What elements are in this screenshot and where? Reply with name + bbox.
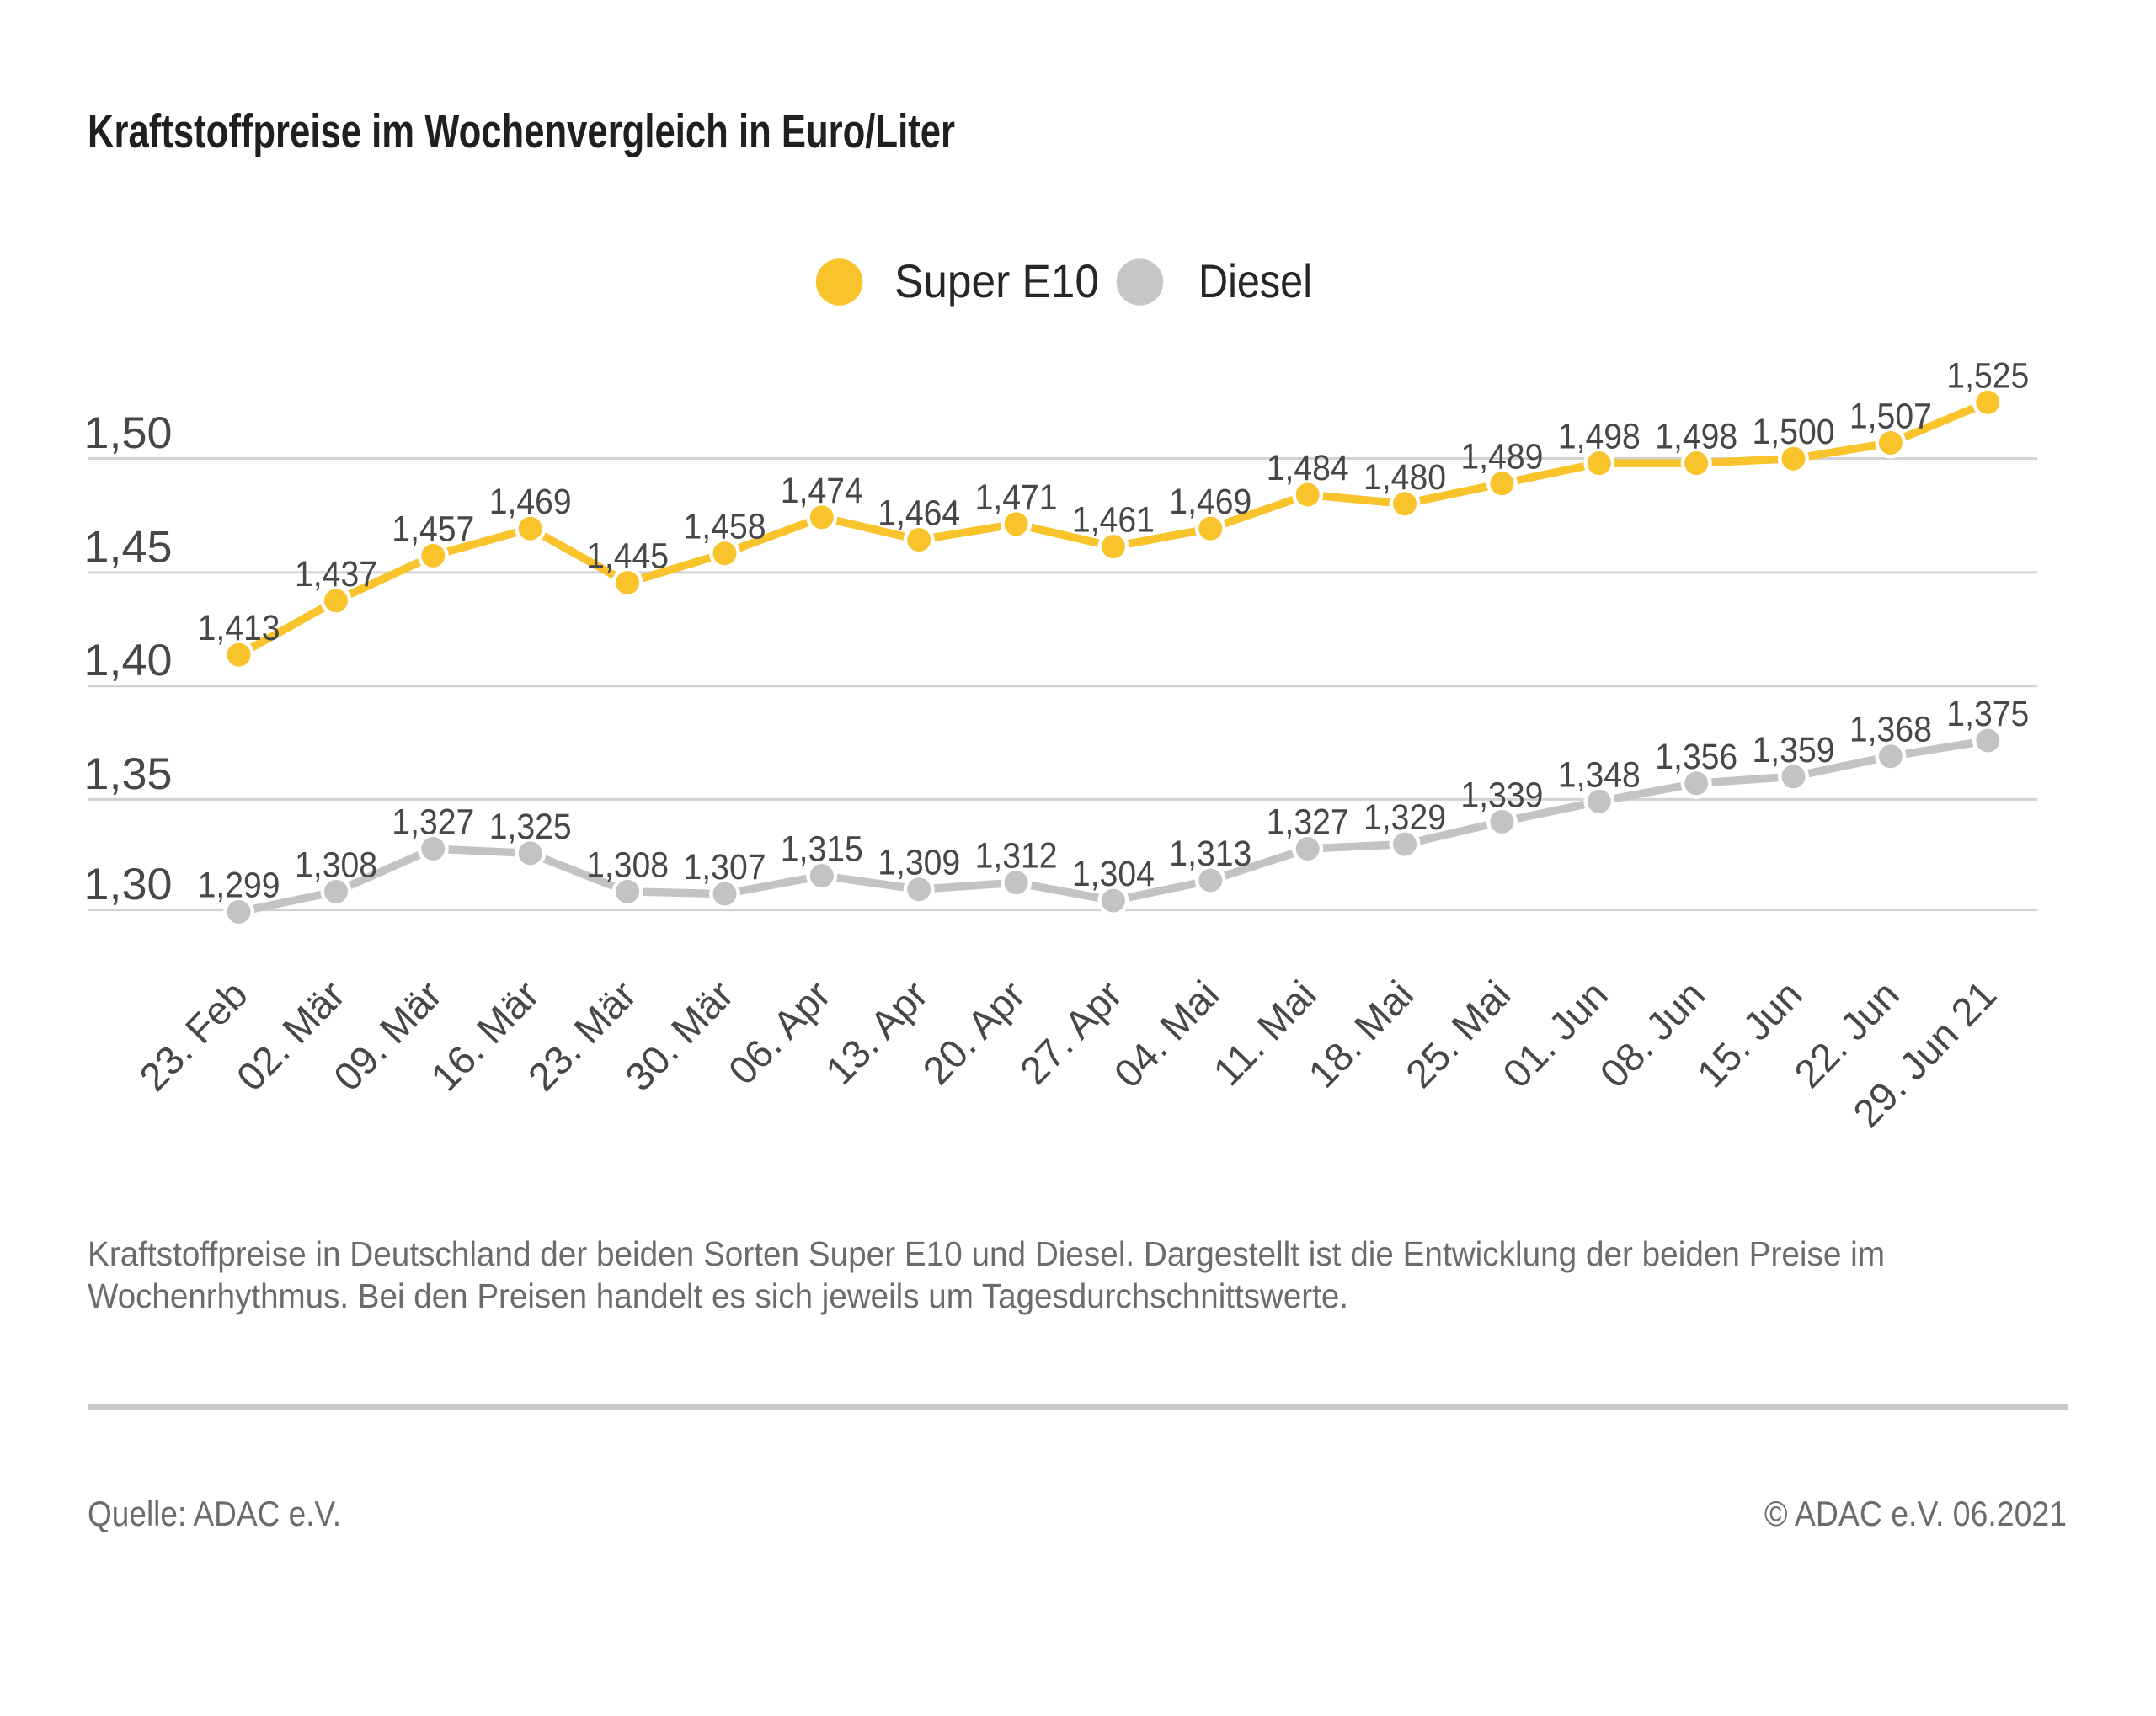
svg-text:1,489: 1,489 — [1460, 437, 1543, 477]
svg-text:1,45: 1,45 — [84, 522, 173, 572]
svg-text:© ADAC e.V. 06.2021: © ADAC e.V. 06.2021 — [1764, 1494, 2067, 1533]
svg-text:1,471: 1,471 — [975, 477, 1058, 518]
svg-text:1,437: 1,437 — [295, 554, 377, 594]
svg-text:1,356: 1,356 — [1655, 737, 1737, 777]
svg-text:1,327: 1,327 — [1267, 802, 1349, 843]
svg-text:1,299: 1,299 — [198, 866, 280, 906]
svg-text:1,507: 1,507 — [1849, 397, 1932, 437]
svg-text:1,368: 1,368 — [1849, 710, 1932, 750]
svg-text:1,484: 1,484 — [1267, 448, 1349, 488]
svg-text:Kraftstoffpreise in Deutschlan: Kraftstoffpreise in Deutschland der beid… — [88, 1234, 1885, 1273]
svg-text:1,329: 1,329 — [1364, 797, 1446, 838]
svg-text:Diesel: Diesel — [1198, 254, 1312, 307]
svg-text:1,312: 1,312 — [975, 836, 1058, 877]
svg-text:1,413: 1,413 — [198, 608, 280, 648]
svg-text:1,464: 1,464 — [878, 493, 960, 534]
svg-text:1,315: 1,315 — [781, 829, 863, 870]
svg-text:1,40: 1,40 — [84, 636, 173, 685]
svg-text:1,469: 1,469 — [1169, 482, 1251, 522]
svg-text:Super E10: Super E10 — [894, 254, 1099, 307]
svg-text:1,525: 1,525 — [1946, 355, 2029, 396]
svg-text:1,339: 1,339 — [1460, 775, 1543, 815]
svg-text:1,50: 1,50 — [84, 408, 173, 458]
svg-text:Kraftstoffpreise im Wochenverg: Kraftstoffpreise im Wochenvergleich in E… — [88, 104, 955, 158]
svg-text:1,304: 1,304 — [1072, 854, 1155, 894]
svg-text:1,375: 1,375 — [1946, 694, 2029, 734]
svg-text:1,474: 1,474 — [781, 471, 863, 511]
svg-text:1,30: 1,30 — [84, 860, 173, 909]
svg-text:1,308: 1,308 — [586, 845, 669, 885]
svg-text:1,498: 1,498 — [1655, 417, 1737, 457]
svg-text:1,35: 1,35 — [84, 749, 173, 799]
svg-text:1,480: 1,480 — [1364, 457, 1446, 498]
svg-text:1,461: 1,461 — [1072, 500, 1155, 541]
svg-text:1,307: 1,307 — [684, 847, 766, 887]
svg-text:1,469: 1,469 — [489, 482, 572, 522]
svg-text:Quelle: ADAC e.V.: Quelle: ADAC e.V. — [88, 1494, 341, 1533]
svg-text:1,313: 1,313 — [1169, 834, 1251, 874]
svg-text:1,458: 1,458 — [684, 507, 766, 547]
svg-text:1,348: 1,348 — [1558, 754, 1641, 795]
svg-text:1,359: 1,359 — [1753, 730, 1835, 770]
svg-text:Wochenrhythmus. Bei den Preise: Wochenrhythmus. Bei den Preisen handelt … — [88, 1276, 1348, 1315]
svg-text:1,308: 1,308 — [295, 845, 377, 885]
svg-text:1,327: 1,327 — [392, 802, 474, 843]
svg-text:1,500: 1,500 — [1753, 412, 1835, 452]
svg-text:1,498: 1,498 — [1558, 417, 1641, 457]
svg-text:1,445: 1,445 — [586, 536, 669, 577]
svg-text:1,325: 1,325 — [489, 807, 572, 847]
svg-text:1,457: 1,457 — [392, 509, 474, 549]
svg-text:1,309: 1,309 — [878, 843, 960, 883]
